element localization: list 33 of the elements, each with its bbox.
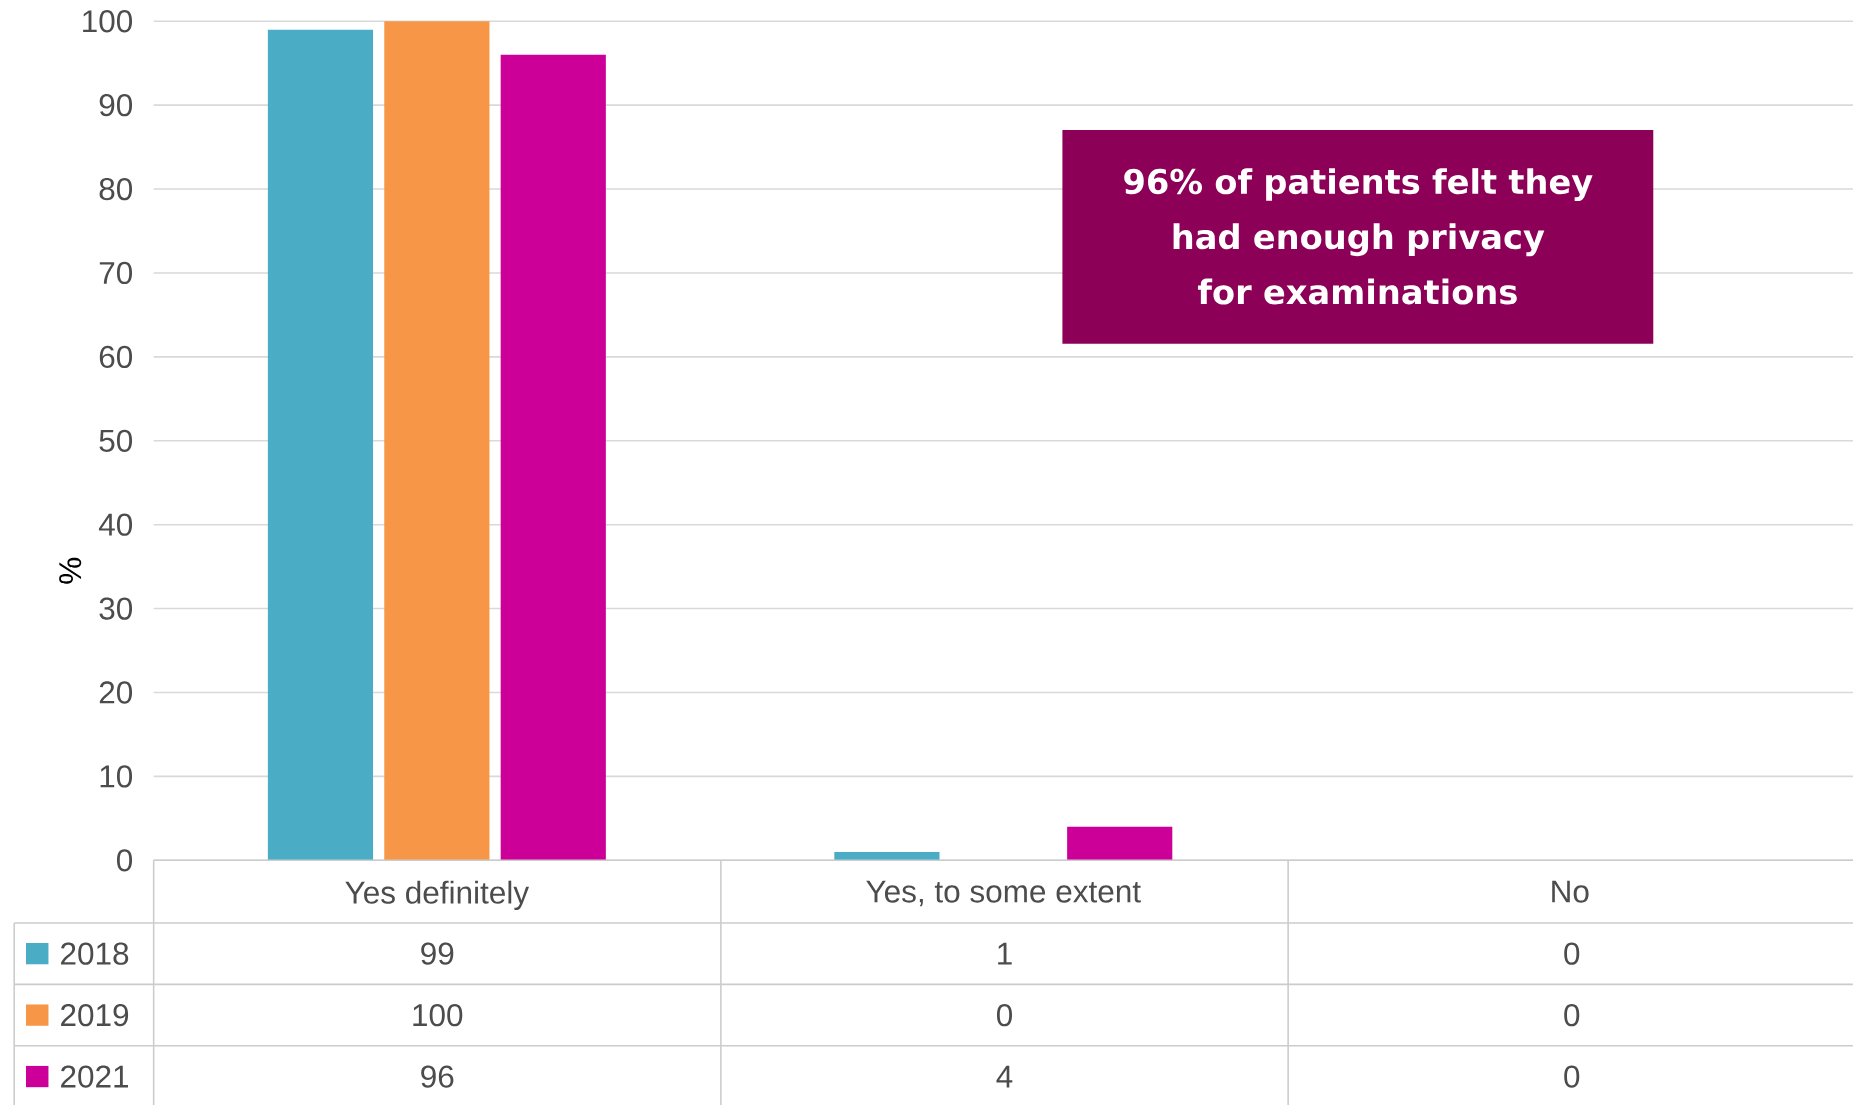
- y-tick-label: 10: [100, 765, 133, 788]
- y-tick-label: 30: [99, 597, 133, 620]
- bar: [267, 29, 374, 861]
- y-tick-label: 40: [98, 513, 133, 536]
- x-tick-label: Yes definitely: [345, 880, 530, 911]
- x-tick-label: No: [1552, 880, 1589, 903]
- y-tick-label: 20: [99, 681, 133, 704]
- data-label: 0: [1564, 1065, 1580, 1088]
- data-label: 0: [1564, 1003, 1580, 1027]
- data-label: 1: [998, 942, 1012, 965]
- y-tick-label: 70: [99, 261, 133, 285]
- data-label: 0: [996, 1003, 1013, 1027]
- data-label: 99: [421, 942, 454, 965]
- y-tick-label: 90: [99, 94, 133, 117]
- legend-label: 2019: [61, 1003, 129, 1027]
- data-label: 96: [421, 1065, 454, 1088]
- bar: [500, 54, 606, 861]
- legend-label: 2018: [61, 942, 129, 965]
- data-label: 100: [413, 1003, 463, 1027]
- bar: [1067, 826, 1173, 861]
- y-tick-label: 0: [116, 849, 133, 872]
- y-axis-title: %: [59, 557, 82, 584]
- y-tick-label: 60: [99, 345, 133, 369]
- data-label: 0: [1564, 942, 1580, 965]
- bar: [834, 851, 940, 861]
- y-tick-label: 80: [99, 177, 133, 201]
- legend-label: 2021: [61, 1065, 129, 1088]
- x-tick-label: Yes, to some extent: [866, 880, 1141, 907]
- y-tick-label: 100: [83, 10, 133, 33]
- data-label: 4: [996, 1065, 1013, 1088]
- bar: [384, 21, 490, 861]
- y-tick-label: 50: [99, 429, 133, 452]
- annotation: 96% of patients felt they had enough privacy for examinations: [1124, 168, 1593, 305]
